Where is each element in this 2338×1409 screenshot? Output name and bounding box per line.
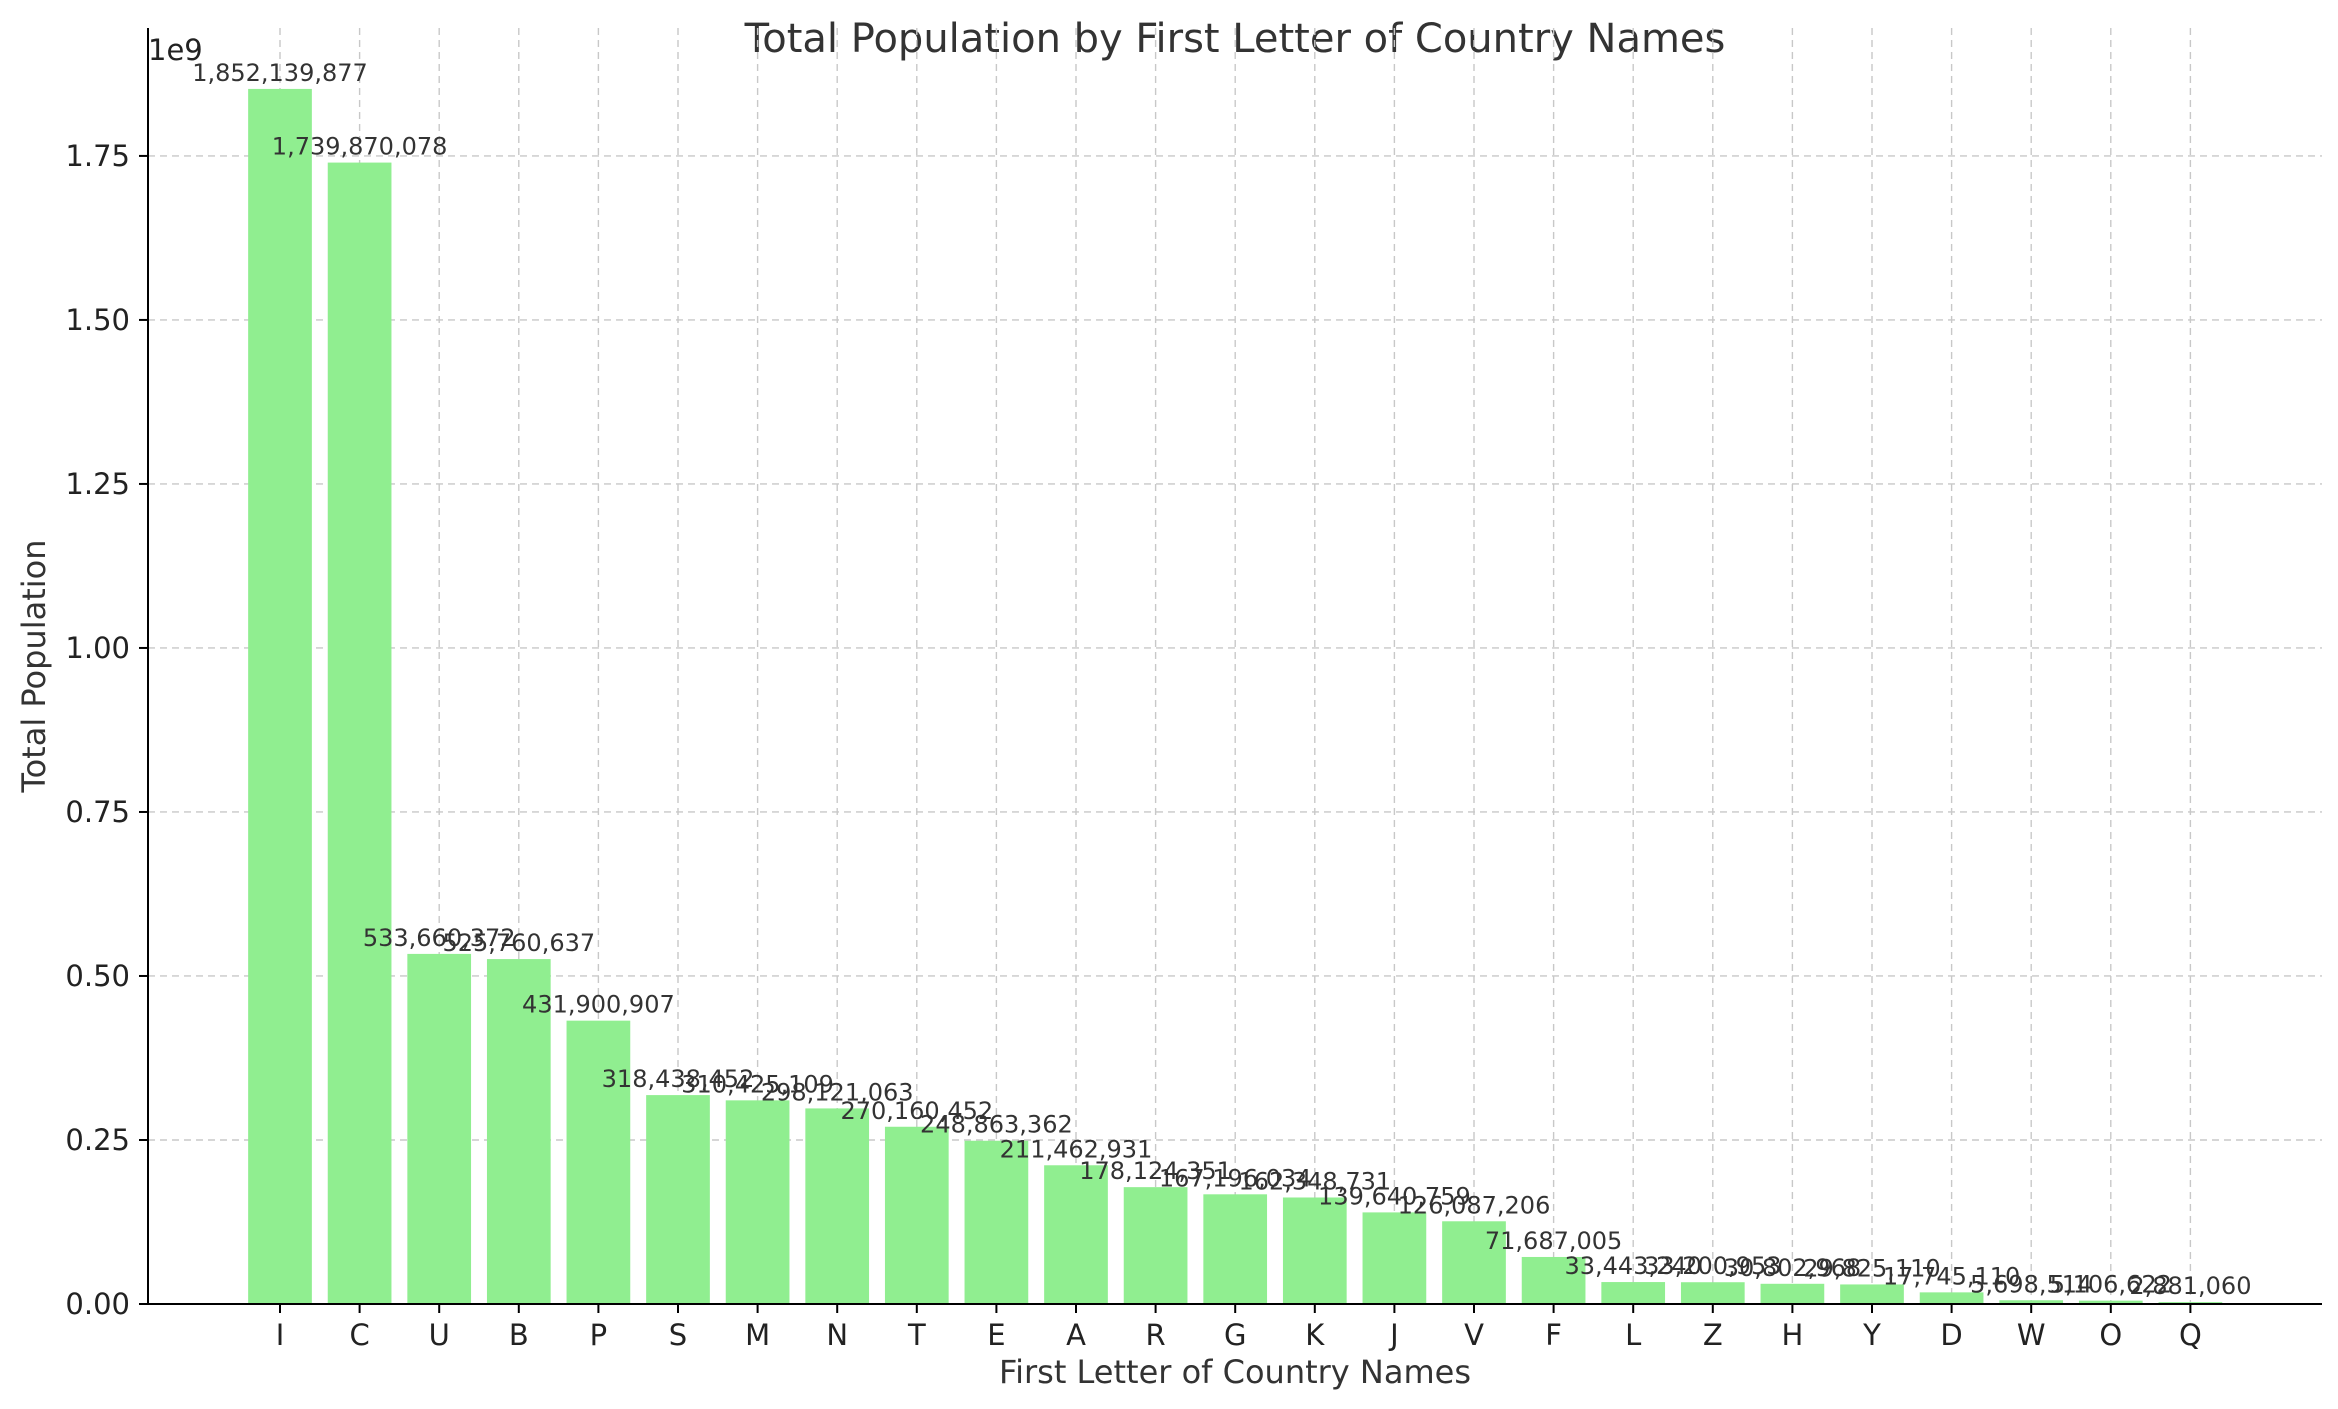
bar — [1840, 1284, 1904, 1304]
y-tick-label: 0.25 — [65, 1123, 130, 1157]
x-tick-label: J — [1388, 1318, 1399, 1352]
bar — [646, 1095, 710, 1304]
x-tick-label: M — [745, 1318, 770, 1352]
y-axis-multiplier: 1e9 — [148, 33, 203, 67]
bar-value-label: 525,760,637 — [442, 929, 595, 957]
x-tick-label: Y — [1862, 1318, 1881, 1352]
bar-value-label: 167,196,034 — [1159, 1164, 1312, 1192]
x-tick-label: C — [349, 1318, 369, 1352]
x-axis-label: First Letter of Country Names — [999, 1353, 1471, 1391]
bar — [1362, 1212, 1427, 1304]
bar-value-label: 162,348,731 — [1238, 1167, 1391, 1195]
bar-value-label: 1,739,870,078 — [272, 133, 448, 161]
bar-value-label: 318,438,452 — [602, 1065, 755, 1093]
x-tick-label: N — [826, 1318, 848, 1352]
x-tick-label: K — [1305, 1318, 1325, 1352]
x-tick-label: L — [1625, 1318, 1641, 1352]
bar-value-label: 533,660,372 — [363, 924, 516, 952]
bar — [964, 1140, 1029, 1304]
bar-value-label: 17,745,110 — [1883, 1262, 2020, 1290]
bar-value-label: 139,640,759 — [1318, 1182, 1471, 1210]
bar-value-label: 33,200,953 — [1644, 1252, 1781, 1280]
bar — [1680, 1282, 1745, 1304]
bar — [1919, 1292, 1984, 1304]
bars — [248, 88, 2223, 1305]
bar-value-label: 270,160,452 — [840, 1097, 993, 1125]
x-tick-label: F — [1545, 1318, 1562, 1352]
bar-value-label: 30,802,968 — [1724, 1254, 1861, 1282]
bar-value-label: 178,124,351 — [1079, 1157, 1232, 1185]
bar-value-label: 2,881,060 — [2129, 1272, 2251, 1300]
bar — [2078, 1300, 2143, 1304]
x-tick-label: H — [1781, 1318, 1803, 1352]
x-tick-label: V — [1464, 1318, 1484, 1352]
x-tick-label: O — [2099, 1318, 2122, 1352]
bar-value-label: 248,863,362 — [920, 1111, 1073, 1139]
x-tick-label: G — [1224, 1318, 1246, 1352]
x-tick-label: I — [276, 1318, 285, 1352]
bar-value-label: 5,106,622 — [2050, 1271, 2172, 1299]
x-tick-label: E — [987, 1318, 1005, 1352]
axes: 0.00 0.25 0.50 0.75 1.00 1.25 1.50 1.75 I C U B P S M N… — [65, 28, 2322, 1352]
bar — [1203, 1194, 1268, 1304]
bar-value-label: 298,121,063 — [761, 1078, 914, 1106]
bar-value-label: 5,698,514 — [1970, 1270, 2092, 1298]
grid-lines — [148, 28, 2322, 1305]
x-tick-label: A — [1066, 1318, 1086, 1352]
bar — [327, 162, 392, 1304]
bar — [486, 959, 551, 1304]
y-axis-label: Total Population — [15, 539, 53, 793]
y-tick-label: 0.00 — [65, 1287, 130, 1321]
bar-value-label: 71,687,005 — [1485, 1227, 1622, 1255]
bar — [1123, 1187, 1188, 1304]
bar — [1521, 1256, 1586, 1304]
bar — [884, 1126, 949, 1304]
bar-value-label: 126,087,206 — [1398, 1191, 1551, 1219]
y-tick-label: 1.50 — [65, 303, 130, 337]
x-tick-label: T — [907, 1318, 926, 1352]
bar-value-label: 1,852,139,877 — [192, 59, 368, 87]
x-tick-label: U — [429, 1318, 450, 1352]
x-tick-label: D — [1940, 1318, 1962, 1352]
x-tick-label: Q — [2179, 1318, 2202, 1352]
bar — [725, 1100, 790, 1304]
bar — [1999, 1300, 2064, 1304]
bar — [1442, 1221, 1506, 1304]
bar-value-label: 431,900,907 — [522, 991, 675, 1019]
bar — [1044, 1165, 1108, 1304]
x-tick-label: P — [590, 1318, 608, 1352]
bar — [407, 953, 472, 1304]
y-tick-label: 1.75 — [65, 139, 130, 173]
x-tick-label: S — [669, 1318, 687, 1352]
bar — [1601, 1282, 1666, 1304]
bar-value-label: 33,443,240 — [1564, 1252, 1701, 1280]
data-labels: 1,852,139,877 1,739,870,078 533,660,372525… — [192, 59, 2251, 1300]
bar — [248, 88, 312, 1305]
x-tick-label: Z — [1703, 1318, 1723, 1352]
y-tick-label: 1.00 — [65, 631, 130, 665]
bar — [805, 1108, 870, 1304]
y-tick-label: 1.25 — [65, 467, 130, 501]
y-tick-label: 0.75 — [65, 795, 130, 829]
x-tick-label: W — [2017, 1318, 2046, 1352]
bar — [566, 1020, 631, 1304]
bar-value-label: 29,825,110 — [1803, 1254, 1940, 1282]
bar-value-label: 211,462,931 — [1000, 1135, 1153, 1163]
bar — [1760, 1283, 1825, 1304]
bar-value-label: 310,425,109 — [681, 1070, 834, 1098]
x-tick-label: B — [509, 1318, 529, 1352]
y-tick-label: 0.50 — [65, 959, 130, 993]
bar — [1282, 1197, 1347, 1304]
x-tick-label: R — [1146, 1318, 1166, 1352]
